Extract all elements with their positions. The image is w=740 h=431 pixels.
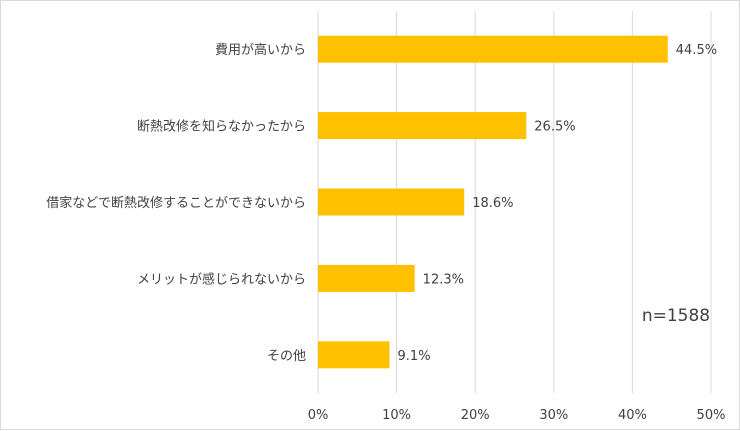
category-label: 断熱改修を知らなかったから — [137, 119, 306, 135]
data-label: 18.6% — [472, 196, 513, 211]
x-tick-label: 20% — [461, 408, 490, 423]
data-label: 12.3% — [423, 272, 464, 287]
x-axis-tick-labels: 0% 10% 20% 30% 40% 50% — [308, 408, 726, 423]
x-tick-label: 0% — [308, 408, 329, 423]
x-tick-label: 50% — [697, 408, 726, 423]
data-label: 44.5% — [676, 43, 717, 58]
category-labels: 費用が高いから断熱改修を知らなかったから借家などで断熱改修することができないから… — [46, 42, 306, 364]
data-labels: 44.5% 26.5% 18.6% 12.3% 9.1% — [398, 43, 718, 364]
bar — [318, 341, 390, 369]
sample-size-annotation: n=1588 — [642, 306, 710, 326]
category-label: 費用が高いから — [215, 42, 306, 58]
category-label: 借家などで断熱改修することができないから — [46, 195, 306, 211]
bars — [318, 35, 668, 369]
bar — [318, 112, 527, 140]
gridlines — [317, 11, 712, 393]
bar — [318, 35, 668, 63]
category-label: その他 — [267, 349, 306, 364]
data-label: 9.1% — [398, 349, 431, 364]
bar — [318, 188, 465, 216]
data-label: 26.5% — [534, 120, 575, 135]
category-label: メリットが感じられないから — [137, 271, 306, 287]
x-tick-label: 30% — [539, 408, 568, 423]
x-tick-label: 40% — [618, 408, 647, 423]
x-tick-label: 10% — [382, 408, 411, 423]
bar — [318, 264, 415, 292]
